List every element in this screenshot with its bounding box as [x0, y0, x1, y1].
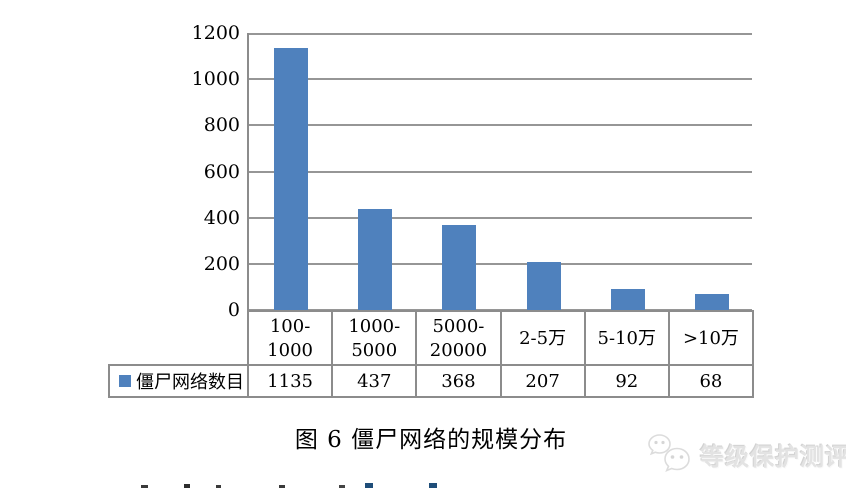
bar-2-5万: [526, 262, 561, 310]
value-cell->10万: 68: [667, 366, 752, 396]
bar-5000-20000: [442, 225, 477, 310]
value-cell-5-10万: 92: [583, 366, 668, 396]
gridline-200: [249, 262, 752, 265]
watermark: 等级保护测评: [645, 431, 846, 477]
plot-area: [247, 33, 752, 311]
bar-1000-5000: [358, 209, 393, 310]
wechat-icon: [648, 434, 690, 472]
value-cell-1000-5000: 437: [331, 366, 415, 396]
gridline-800: [249, 124, 752, 127]
bar-100-1000: [274, 48, 309, 310]
y-axis-labels: 0 200 400 600 800 1000 1200: [150, 22, 240, 321]
bar-5-10万: [610, 288, 645, 310]
gridline-600: [249, 170, 752, 173]
value-cell-5000-20000: 368: [415, 366, 499, 396]
data-table-row: 僵尸网络数目 1135 437 368 207 92 68: [108, 364, 754, 398]
y-tick-label-0: 0: [227, 299, 240, 321]
legend-color-swatch: [119, 375, 131, 387]
y-tick-label-600: 600: [203, 160, 240, 183]
figure-caption: 图 6 僵尸网络的规模分布: [294, 427, 568, 453]
legend-cell: 僵尸网络数目: [110, 366, 249, 396]
watermark-text: 等级保护测评: [700, 441, 846, 471]
gridline-1200: [249, 33, 752, 35]
y-tick-label-400: 400: [203, 206, 240, 229]
y-tick-label-1200: 1200: [191, 22, 240, 44]
category-cell->10万: >10万: [667, 312, 752, 366]
category-cell-1000-5000: 1000- 5000: [331, 312, 415, 366]
cutoff-text-fragments: [0, 482, 846, 489]
value-cell-100-1000: 1135: [267, 370, 313, 392]
category-row: 100- 1000 1000- 5000 5000- 20000 2-5万 5-10万 >…: [247, 310, 754, 366]
y-tick-label-1000: 1000: [191, 68, 240, 91]
category-cell-5-10万: 5-10万: [583, 312, 668, 366]
bar->10万: [694, 294, 729, 310]
category-cell-100-1000: 100- 1000: [267, 315, 313, 361]
value-cell-2-5万: 207: [499, 366, 584, 396]
category-cell-2-5万: 2-5万: [499, 312, 584, 366]
gridline-400: [249, 216, 752, 219]
y-tick-label-800: 800: [203, 114, 240, 137]
value-cells: 1135 437 368 207 92 68: [249, 366, 752, 396]
category-cell-5000-20000: 5000- 20000: [415, 312, 499, 366]
gridline-1000: [249, 78, 752, 81]
legend-label: 僵尸网络数目: [136, 372, 244, 393]
y-tick-label-200: 200: [203, 252, 240, 275]
